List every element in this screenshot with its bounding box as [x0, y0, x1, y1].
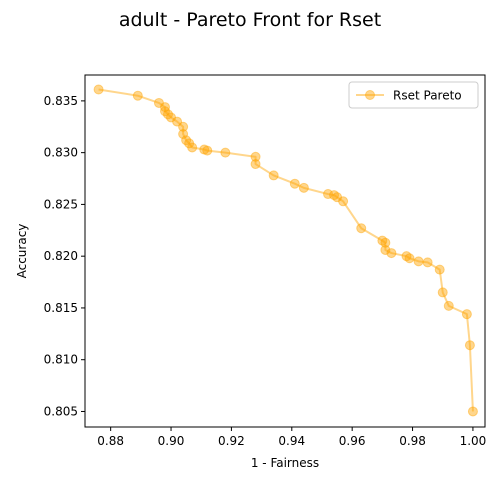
y-tick-label: 0.805: [44, 404, 78, 418]
x-tick-label: 0.90: [158, 434, 185, 448]
data-point: [160, 106, 170, 117]
data-point: [443, 300, 454, 311]
data-point: [467, 406, 478, 417]
data-point: [202, 145, 213, 156]
data-point: [332, 192, 343, 203]
data-point: [422, 257, 433, 268]
data-point: [178, 121, 189, 132]
data-point: [250, 151, 261, 162]
data-point: [437, 287, 448, 298]
y-axis-label: Accuracy: [15, 224, 29, 279]
x-axis-label: 1 - Fairness: [251, 456, 319, 470]
x-axis-ticks: 0.88 0.90 0.92 0.94 0.96 0.98 1.00: [97, 427, 486, 448]
y-tick-label: 0.810: [44, 353, 78, 367]
data-point: [268, 170, 279, 181]
data-point: [461, 309, 472, 320]
data-point: [298, 182, 309, 193]
data-point: [464, 340, 475, 351]
x-tick-label: 0.98: [399, 434, 426, 448]
data-point: [380, 244, 391, 255]
legend-marker: [365, 90, 375, 100]
data-point: [199, 144, 210, 155]
series-layer: [93, 84, 478, 417]
data-point: [380, 237, 391, 248]
y-tick-label: 0.830: [44, 146, 78, 160]
data-point: [153, 97, 164, 108]
y-tick-label: 0.825: [44, 197, 78, 211]
y-tick-label: 0.835: [44, 94, 78, 108]
chart-title: adult - Pareto Front for Rset: [119, 9, 381, 31]
data-point: [356, 223, 367, 234]
data-point: [220, 147, 231, 158]
data-point: [434, 264, 445, 275]
data-point: [338, 196, 349, 207]
legend-box: [348, 81, 479, 109]
data-point: [386, 248, 397, 259]
data-point: [323, 189, 334, 200]
data-point: [401, 251, 412, 262]
data-point: [404, 253, 415, 264]
data-point: [166, 112, 177, 123]
legend-label: Rset Pareto: [393, 89, 462, 103]
x-tick-label: 0.92: [218, 434, 245, 448]
plot-area: [84, 74, 486, 428]
data-point: [329, 190, 340, 201]
x-tick-label: 1.00: [460, 434, 487, 448]
data-point: [181, 135, 192, 146]
series-line: [98, 88, 474, 412]
y-tick-label: 0.815: [44, 301, 78, 315]
data-point: [178, 129, 189, 140]
x-tick-label: 0.96: [339, 434, 366, 448]
data-point: [289, 178, 300, 189]
y-axis-ticks: 0.805 0.810 0.815 0.820 0.825 0.830 0.835: [44, 94, 85, 418]
data-point: [93, 84, 104, 95]
legend: Rset Pareto: [348, 81, 479, 109]
data-point: [187, 142, 198, 153]
data-point: [172, 116, 183, 127]
data-point: [132, 90, 143, 101]
data-point: [163, 109, 174, 120]
x-tick-label: 0.94: [278, 434, 305, 448]
x-tick-label: 0.88: [97, 434, 124, 448]
data-point: [413, 256, 424, 267]
data-point: [160, 102, 170, 113]
y-tick-label: 0.820: [44, 249, 78, 263]
data-point: [377, 235, 388, 246]
data-point: [184, 138, 195, 149]
data-point: [250, 159, 261, 170]
